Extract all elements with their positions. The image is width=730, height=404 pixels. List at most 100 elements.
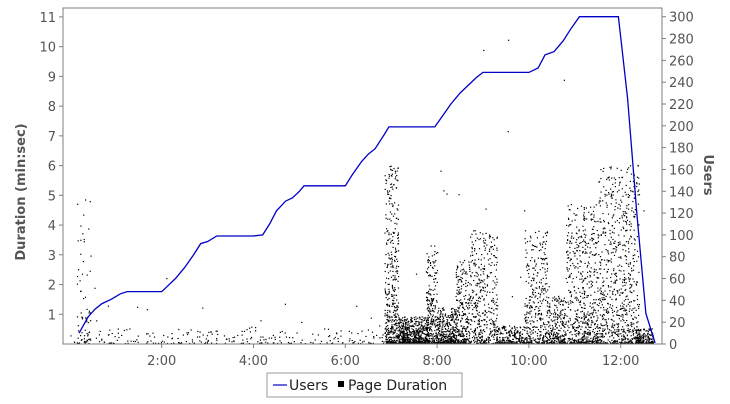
- duration-point: [488, 340, 489, 341]
- duration-point: [594, 309, 595, 310]
- duration-point: [604, 299, 605, 300]
- duration-point: [497, 282, 498, 283]
- duration-point: [150, 340, 151, 341]
- duration-point: [602, 297, 603, 298]
- duration-point: [546, 235, 547, 236]
- duration-point: [391, 261, 392, 262]
- duration-point: [396, 218, 397, 219]
- duration-point: [629, 311, 630, 312]
- duration-point: [388, 253, 389, 254]
- duration-point: [606, 319, 607, 320]
- duration-point: [229, 340, 230, 341]
- duration-point: [456, 336, 457, 337]
- duration-point: [541, 263, 542, 264]
- duration-point: [553, 335, 554, 336]
- duration-point: [560, 321, 561, 322]
- duration-point: [614, 340, 615, 341]
- duration-point: [608, 285, 609, 286]
- duration-point: [630, 165, 631, 166]
- duration-point: [592, 314, 593, 315]
- duration-point: [574, 339, 575, 340]
- duration-point: [396, 187, 397, 188]
- duration-point: [129, 328, 130, 329]
- duration-point: [606, 312, 607, 313]
- duration-point: [578, 271, 579, 272]
- duration-point: [409, 330, 410, 331]
- duration-point: [439, 323, 440, 324]
- duration-point: [633, 334, 634, 335]
- duration-point: [568, 321, 569, 322]
- duration-point: [490, 328, 491, 329]
- duration-point: [385, 189, 386, 190]
- duration-point: [451, 336, 452, 337]
- duration-point: [247, 329, 248, 330]
- duration-point: [541, 318, 542, 319]
- duration-point: [260, 336, 261, 337]
- duration-point: [435, 285, 436, 286]
- duration-point: [394, 256, 395, 257]
- duration-point: [612, 225, 613, 226]
- duration-point: [543, 336, 544, 337]
- duration-point: [578, 322, 579, 323]
- duration-point: [413, 326, 414, 327]
- duration-point: [84, 335, 85, 336]
- duration-point: [90, 201, 91, 202]
- duration-point: [495, 320, 496, 321]
- duration-point: [395, 341, 396, 342]
- duration-point: [445, 315, 446, 316]
- duration-point: [598, 241, 599, 242]
- duration-point: [438, 310, 439, 311]
- right-tick-label: 60: [669, 273, 686, 288]
- duration-point: [597, 221, 598, 222]
- duration-point: [580, 302, 581, 303]
- duration-point: [543, 329, 544, 330]
- duration-point: [441, 329, 442, 330]
- duration-point: [419, 338, 420, 339]
- duration-point: [576, 277, 577, 278]
- duration-point: [597, 272, 598, 273]
- duration-point: [606, 322, 607, 323]
- duration-point: [556, 332, 557, 333]
- duration-point: [622, 293, 623, 294]
- duration-point: [434, 282, 435, 283]
- duration-point: [534, 261, 535, 262]
- duration-point: [545, 248, 546, 249]
- duration-point: [543, 237, 544, 238]
- duration-point: [631, 243, 632, 244]
- duration-point: [242, 335, 243, 336]
- duration-point: [455, 332, 456, 333]
- duration-point: [544, 342, 545, 343]
- duration-point: [231, 341, 232, 342]
- duration-point: [622, 306, 623, 307]
- duration-point: [357, 333, 358, 334]
- duration-point: [465, 290, 466, 291]
- duration-point: [77, 342, 78, 343]
- duration-point: [500, 340, 501, 341]
- duration-point: [433, 294, 434, 295]
- duration-point: [564, 315, 565, 316]
- duration-point: [561, 328, 562, 329]
- duration-point: [543, 263, 544, 264]
- duration-point: [554, 340, 555, 341]
- duration-point: [217, 334, 218, 335]
- duration-point: [372, 332, 373, 333]
- duration-point: [610, 233, 611, 234]
- duration-point: [640, 337, 641, 338]
- duration-point: [526, 252, 527, 253]
- duration-point: [619, 242, 620, 243]
- duration-point: [461, 331, 462, 332]
- duration-point: [497, 315, 498, 316]
- duration-point: [583, 240, 584, 241]
- duration-point: [573, 265, 574, 266]
- duration-point: [608, 286, 609, 287]
- duration-point: [616, 273, 617, 274]
- duration-point: [558, 336, 559, 337]
- duration-point: [639, 194, 640, 195]
- duration-point: [532, 244, 533, 245]
- duration-point: [255, 330, 256, 331]
- duration-point: [600, 268, 601, 269]
- duration-point: [226, 338, 227, 339]
- duration-point: [525, 317, 526, 318]
- duration-point: [200, 332, 201, 333]
- duration-point: [571, 238, 572, 239]
